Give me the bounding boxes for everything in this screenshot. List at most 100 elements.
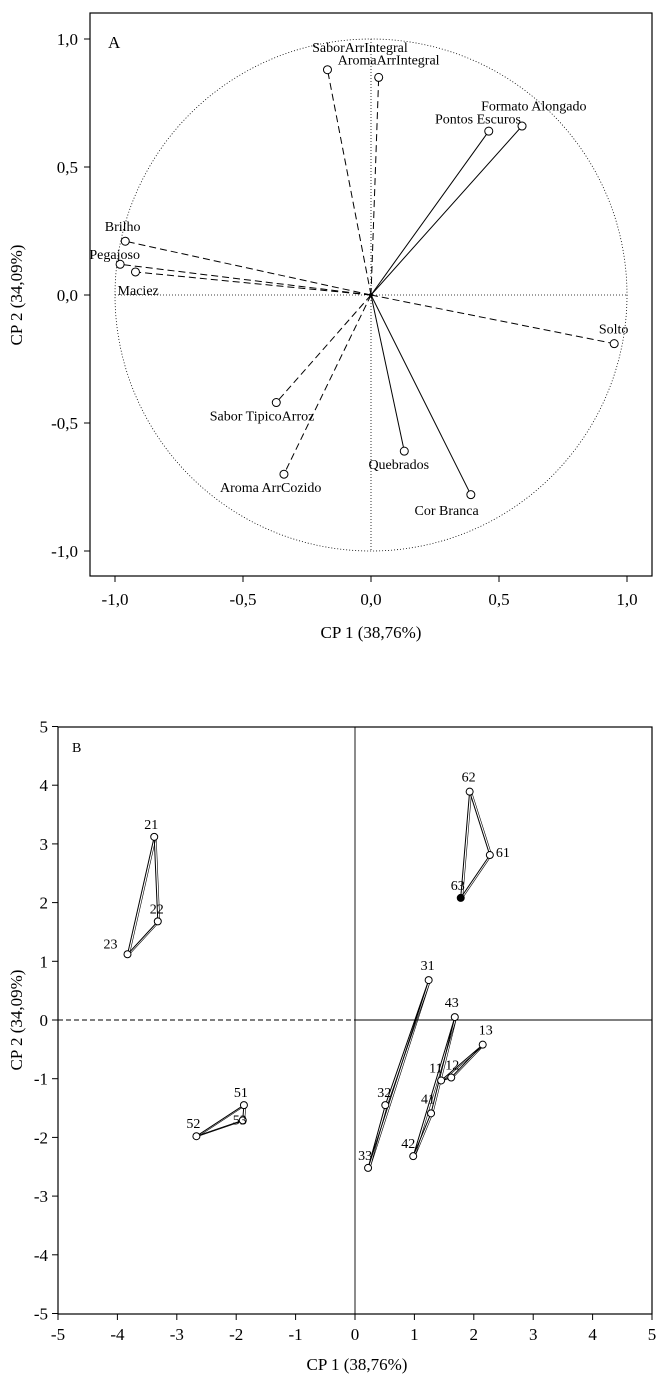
loading-vector-maciez [135, 271, 372, 296]
score-point-32 [381, 1101, 390, 1110]
score-label-43: 43 [445, 996, 459, 1011]
loading-vector-saborarrintegral [326, 69, 372, 296]
y-tick-label: -1 [34, 1070, 48, 1089]
panel-a-ticks: -1,0 -0,5 0,0 0,5 1,0 1,0 0,5 0,0 -0,5 -1,0 [51, 30, 638, 609]
x-tick-label: 0 [351, 1325, 360, 1344]
x-tick-label: -4 [110, 1325, 125, 1344]
loading-label-maciez: Maciez [118, 284, 159, 299]
x-tick-label: 4 [588, 1325, 597, 1344]
x-tick-label: 3 [529, 1325, 538, 1344]
group-polygon-shadow-51-52-53 [198, 1104, 247, 1137]
score-point-23 [123, 950, 132, 959]
x-tick-label: -0,5 [230, 590, 257, 609]
score-label-31: 31 [421, 959, 435, 974]
x-tick-label: 1 [410, 1325, 419, 1344]
loading-marker-maciez [130, 267, 140, 277]
group-polygon-41-42-43 [412, 1016, 456, 1157]
score-label-23: 23 [103, 937, 117, 952]
score-point-31 [424, 976, 433, 985]
x-tick-label: 0,5 [488, 590, 509, 609]
loading-vector-aroma-arrcozido [283, 294, 372, 475]
loading-marker-pegajoso [115, 259, 125, 269]
loading-vector-pontos-escuros [370, 130, 490, 296]
y-tick-label: 5 [40, 718, 49, 737]
loading-label-sabor-tipicoarroz: Sabor TipicoArroz [210, 409, 315, 424]
x-tick-label: 2 [470, 1325, 479, 1344]
loading-vector-cor-branca [370, 294, 472, 495]
score-point-42 [409, 1152, 418, 1161]
score-label-11: 11 [429, 1061, 442, 1076]
loading-label-cor-branca: Cor Branca [415, 504, 480, 519]
score-point-52 [192, 1132, 201, 1141]
panel-b-letter: B [72, 741, 81, 756]
panel-b-content: 21 22 23 31 32 33 11 12 13 41 42 43 51 52 53 61 62 63 [58, 726, 652, 1314]
loading-label-solto: Solto [599, 322, 629, 337]
score-label-52: 52 [186, 1117, 200, 1132]
score-label-42: 42 [401, 1137, 415, 1152]
y-tick-label: -2 [34, 1128, 48, 1147]
y-tick-label: -1,0 [51, 542, 78, 561]
y-tick-label: -5 [34, 1305, 48, 1324]
panel-b-y-axis-label: CP 2 (34,09%) [7, 970, 26, 1071]
score-point-11 [437, 1076, 446, 1085]
loading-vector-sabor-tipicoarroz [275, 294, 372, 403]
panel-a-x-axis-label: CP 1 (38,76%) [321, 623, 422, 642]
score-point-12 [447, 1073, 456, 1082]
group-polygon-shadow-21-22-23 [128, 836, 161, 956]
y-tick-label: -3 [34, 1187, 48, 1206]
score-point-53 [238, 1116, 247, 1125]
y-tick-label: 0 [40, 1011, 49, 1030]
loading-label-brilho: Brilho [105, 220, 141, 235]
score-label-63: 63 [451, 879, 465, 894]
score-label-41: 41 [421, 1092, 435, 1107]
y-tick-label: 0,5 [57, 158, 78, 177]
y-tick-label: 2 [40, 894, 49, 913]
y-tick-label: -0,5 [51, 414, 78, 433]
x-tick-label: 5 [648, 1325, 656, 1344]
loading-vector-formato-alongado [370, 125, 523, 296]
loading-marker-aroma-arrcozido [279, 469, 289, 479]
x-tick-label: -1,0 [102, 590, 129, 609]
score-label-33: 33 [358, 1149, 372, 1164]
loading-marker-formato-alongado [517, 121, 527, 131]
x-tick-label: 1,0 [616, 590, 637, 609]
x-tick-label: -5 [51, 1325, 65, 1344]
score-point-33 [364, 1163, 373, 1172]
score-label-12: 12 [445, 1059, 459, 1074]
y-tick-label: -4 [34, 1246, 49, 1265]
y-tick-label: 4 [40, 776, 49, 795]
loading-vector-pegajoso [120, 263, 372, 296]
score-point-63 [456, 893, 465, 902]
score-point-22 [153, 917, 162, 926]
y-tick-label: 1,0 [57, 30, 78, 49]
score-label-21: 21 [144, 818, 158, 833]
loading-vector-solto [370, 294, 615, 345]
loading-vector-brilho [125, 240, 372, 296]
group-polygon-shadow-41-42-43 [414, 1017, 458, 1157]
y-tick-label: 3 [40, 835, 49, 854]
loading-label-formato-alongado: Formato Alongado [481, 100, 586, 115]
x-tick-label: -3 [170, 1325, 184, 1344]
loading-vector-aromaarrintegral [370, 77, 380, 296]
group-polygon-shadow-31-32-33 [369, 980, 431, 1168]
y-tick-label: 0,0 [57, 286, 78, 305]
loading-label-aromaarrintegral: AromaArrIntegral [338, 54, 440, 69]
loading-label-aroma-arrcozido: Aroma ArrCozido [220, 481, 321, 496]
loading-marker-brilho [120, 236, 130, 246]
x-tick-label: -1 [289, 1325, 303, 1344]
score-point-62 [465, 787, 474, 796]
loading-label-saborarrintegral: SaborArrIntegral [312, 41, 408, 56]
group-polygon-shadow-61-62-63 [462, 791, 493, 900]
panel-a-y-axis-label: CP 2 (34,09%) [7, 245, 26, 346]
group-polygon-51-52-53 [196, 1104, 245, 1137]
loading-marker-quebrados [399, 446, 409, 456]
score-label-13: 13 [479, 1024, 493, 1039]
loading-label-pegajoso: Pegajoso [89, 248, 140, 263]
group-polygon-21-22-23 [126, 836, 159, 957]
origin-point [369, 293, 373, 297]
loading-marker-pontos-escuros [484, 126, 494, 136]
score-label-62: 62 [462, 771, 476, 786]
